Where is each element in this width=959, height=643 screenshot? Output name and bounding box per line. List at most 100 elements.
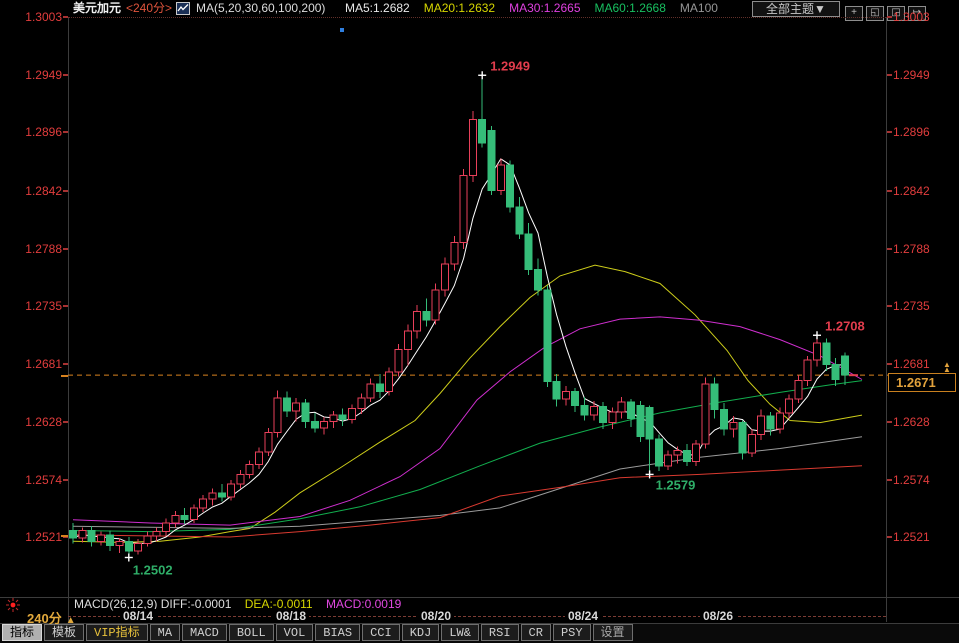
axis-tick bbox=[63, 189, 68, 192]
period-selector-label: 240分 bbox=[27, 611, 62, 626]
candle-body bbox=[561, 390, 570, 400]
top-gridline bbox=[68, 17, 886, 18]
candle-body bbox=[831, 363, 840, 380]
axis-tick bbox=[887, 189, 892, 192]
indicator-tab-设置[interactable]: 设置 bbox=[592, 624, 633, 641]
candle-body bbox=[69, 530, 77, 539]
last-price-tag: 1.2671 bbox=[888, 373, 956, 393]
indicator-tab-MACD[interactable]: MACD bbox=[182, 624, 227, 641]
candle-body bbox=[478, 118, 487, 144]
candle-body bbox=[236, 473, 245, 485]
candle-body bbox=[468, 118, 477, 177]
candle-body bbox=[431, 289, 440, 321]
candle-body bbox=[78, 530, 87, 539]
candle-body bbox=[152, 531, 161, 537]
ma-value-readout: MA60:1.2668 bbox=[594, 1, 666, 15]
axis-tick bbox=[887, 536, 892, 538]
price-axis-label: 1.2842 bbox=[25, 183, 62, 198]
price-axis-label: 1.2628 bbox=[893, 414, 930, 429]
indicator-tab-指标[interactable]: 指标 bbox=[2, 624, 43, 641]
ma-values: MA5:1.2682 MA20:1.2632 MA30:1.2665 MA60:1.2… bbox=[345, 0, 732, 17]
indicator-tab-BOLL[interactable]: BOLL bbox=[228, 624, 274, 641]
candle-body bbox=[506, 164, 515, 208]
top-info-bar: 美元加元 <240分> MA(5,20,30,60,100,200) MA5:1… bbox=[0, 0, 959, 17]
candle-body bbox=[589, 405, 598, 416]
indicator-tab-MA[interactable]: MA bbox=[149, 624, 181, 641]
candle-body bbox=[757, 415, 766, 436]
axis-tick bbox=[887, 478, 892, 481]
candle-body bbox=[115, 540, 124, 547]
price-axis-label: 1.2574 bbox=[893, 472, 930, 487]
candle-body bbox=[785, 398, 794, 414]
indicator-tab-CR[interactable]: CR bbox=[520, 624, 551, 641]
candle-body bbox=[738, 422, 747, 454]
candle-body bbox=[199, 498, 208, 509]
candle-body bbox=[794, 380, 803, 400]
price-axis-label: 1.2896 bbox=[25, 125, 62, 140]
chart-canvas[interactable]: 1.2949 1.2708 1.2502 1.2579 bbox=[0, 0, 959, 598]
candle-body bbox=[366, 383, 375, 399]
price-axis-label: 1.2521 bbox=[893, 530, 930, 544]
candle-body bbox=[673, 450, 682, 456]
symbol-name: 美元加元 bbox=[73, 1, 122, 15]
indicator-tab-KDJ[interactable]: KDJ bbox=[401, 624, 440, 641]
candle-body bbox=[450, 241, 459, 265]
chart-bottom-separator bbox=[0, 597, 959, 598]
candle-body bbox=[87, 530, 96, 542]
indicator-tab-BIAS[interactable]: BIAS bbox=[315, 624, 361, 641]
candle-body bbox=[441, 263, 449, 291]
candle-body bbox=[534, 268, 542, 291]
candle-body bbox=[357, 397, 366, 410]
date-axis-label: 08/26 bbox=[700, 609, 737, 623]
candle-body bbox=[459, 175, 468, 243]
candle-body bbox=[301, 402, 310, 423]
candle-body bbox=[580, 404, 589, 416]
candle-body bbox=[617, 401, 626, 413]
mini-chart-icon bbox=[176, 2, 190, 20]
axis-tick bbox=[887, 420, 892, 423]
candle-body bbox=[747, 434, 756, 454]
price-axis-label: 1.2735 bbox=[893, 299, 930, 314]
indicator-tab-RSI[interactable]: RSI bbox=[480, 624, 519, 641]
chart-right-border bbox=[886, 17, 887, 622]
candle-body bbox=[524, 233, 533, 270]
indicator-tab-LW&[interactable]: LW& bbox=[441, 624, 479, 641]
candle-body bbox=[552, 381, 561, 400]
ma-line-MA20 bbox=[72, 264, 863, 543]
shift-right-icon[interactable]: ↦ bbox=[908, 6, 926, 21]
candle-body bbox=[413, 311, 422, 332]
macd-readout: MACD(26,12,9) DIFF:-0.0001 DEA:-0.0011 M… bbox=[74, 598, 401, 611]
date-axis-label: 08/24 bbox=[565, 609, 602, 623]
candle-body bbox=[627, 401, 635, 419]
ma-line-MA5 bbox=[72, 158, 845, 545]
candle-body bbox=[720, 409, 728, 430]
price-axis-label: 1.2681 bbox=[893, 357, 930, 372]
price-axis-label: 1.2949 bbox=[25, 68, 62, 83]
ma-value-readout: MA20:1.2632 bbox=[423, 1, 496, 15]
indicator-tab-模板[interactable]: 模板 bbox=[44, 624, 85, 641]
indicator-tab-VIP指标[interactable]: VIP指标 bbox=[86, 624, 148, 641]
price-axis-label: 1.2681 bbox=[25, 357, 62, 372]
ma-value-readout: MA100 bbox=[679, 1, 718, 15]
candle-body bbox=[636, 404, 645, 438]
jump-to-latest-button[interactable]: ▲ ▲ bbox=[943, 360, 951, 375]
indicator-tab-CCI[interactable]: CCI bbox=[362, 624, 400, 641]
period-selector[interactable]: 240分 ▲ bbox=[27, 608, 76, 627]
axis-tick bbox=[63, 536, 68, 538]
candle-body bbox=[543, 289, 552, 383]
candle-body bbox=[775, 412, 784, 430]
indicator-tab-VOL[interactable]: VOL bbox=[275, 624, 314, 641]
tabbar-separator bbox=[0, 623, 959, 624]
ma-line-MA200 bbox=[72, 465, 863, 538]
candle-body bbox=[375, 383, 384, 392]
session-marker-tick bbox=[61, 375, 68, 378]
axis-tick bbox=[887, 16, 892, 18]
all-themes-button[interactable]: 全部主题▼ bbox=[752, 1, 840, 17]
candle-body bbox=[766, 415, 775, 430]
candle-body bbox=[682, 450, 691, 462]
indicator-tab-PSY[interactable]: PSY bbox=[552, 624, 591, 641]
axis-tick bbox=[63, 478, 68, 481]
price-axis-label: 1.2842 bbox=[893, 183, 930, 198]
candle-body bbox=[571, 390, 580, 406]
axis-tick bbox=[63, 420, 68, 423]
